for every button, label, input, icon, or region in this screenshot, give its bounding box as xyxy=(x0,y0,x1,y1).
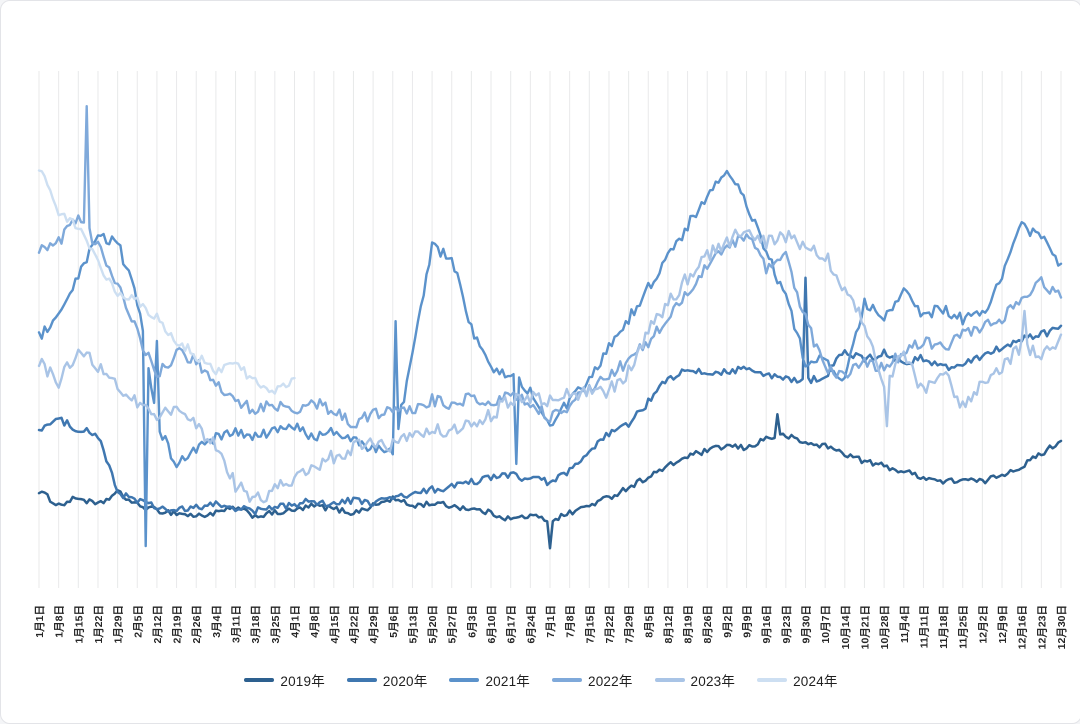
x-axis-label: 1月8日 xyxy=(54,605,66,638)
x-axis-label: 2月26日 xyxy=(191,605,203,644)
legend-label: 2023年 xyxy=(690,674,736,689)
x-axis-label: 7月15日 xyxy=(584,605,596,644)
x-axis-label: 4月1日 xyxy=(290,605,302,638)
x-axis-label: 1月1日 xyxy=(34,605,46,638)
x-axis-label: 4月8日 xyxy=(309,605,321,638)
legend-line-swatch xyxy=(346,678,377,682)
x-axis-label: 8月5日 xyxy=(643,605,655,638)
x-axis-label: 2月12日 xyxy=(152,605,164,644)
x-axis-label: 7月8日 xyxy=(565,605,577,638)
x-axis-label: 2月19日 xyxy=(172,605,184,644)
x-axis-label: 5月13日 xyxy=(407,605,419,644)
x-axis-label: 6月10日 xyxy=(486,605,498,644)
x-axis-label: 11月11日 xyxy=(918,605,930,648)
x-axis-label: 9月30日 xyxy=(801,605,813,644)
legend-line-swatch xyxy=(757,678,788,682)
legend-label: 2022年 xyxy=(588,674,633,689)
series-line-2020年 xyxy=(37,276,1063,516)
series-line-2024年 xyxy=(37,169,296,395)
legend-line-swatch xyxy=(449,678,480,682)
series-line-2019年 xyxy=(37,413,1063,550)
x-axis-label: 8月26日 xyxy=(702,605,714,644)
x-axis-label: 6月24日 xyxy=(525,605,537,644)
x-axis-label: 8月12日 xyxy=(663,605,675,644)
series-line-2022年 xyxy=(37,105,1063,429)
x-axis-label: 12月2日 xyxy=(977,605,989,644)
legend-line-swatch xyxy=(244,678,275,682)
x-axis-label: 3月4日 xyxy=(211,605,223,638)
x-axis-label: 3月18日 xyxy=(250,605,262,644)
series-line-2023年 xyxy=(37,228,1063,504)
legend-label: 2020年 xyxy=(382,674,428,689)
x-axis-label: 7月1日 xyxy=(545,605,557,638)
x-axis-label: 5月6日 xyxy=(388,605,400,638)
legend-item-2022年[interactable]: 2022年 xyxy=(552,670,633,690)
x-axis-label: 9月16日 xyxy=(761,605,773,644)
x-axis-label: 9月9日 xyxy=(742,605,754,638)
x-axis-label: 12月16日 xyxy=(1017,605,1029,649)
x-axis-label: 2月5日 xyxy=(132,605,144,638)
legend-item-2019年[interactable]: 2019年 xyxy=(244,670,325,690)
x-axis-label: 3月11日 xyxy=(231,605,243,643)
x-axis-label: 4月15日 xyxy=(329,605,341,644)
legend-item-2024年[interactable]: 2024年 xyxy=(757,670,838,690)
legend-item-2021年[interactable]: 2021年 xyxy=(449,670,530,690)
x-axis-label: 10月28日 xyxy=(879,605,891,649)
x-axis-label: 8月19日 xyxy=(683,605,695,644)
chart-legend: 2019年 2020年 2021年 2022年 2023年 2024年 xyxy=(1,667,1080,693)
x-axis-label: 12月23日 xyxy=(1036,605,1048,649)
x-axis-label: 12月30日 xyxy=(1056,605,1068,649)
x-axis-label: 1月15日 xyxy=(73,605,85,644)
legend-line-swatch xyxy=(654,678,685,682)
x-axis-label: 10月21日 xyxy=(859,605,871,649)
x-axis-label: 7月29日 xyxy=(624,605,636,644)
legend-label: 2021年 xyxy=(485,674,530,689)
x-axis-label: 5月20日 xyxy=(427,605,439,644)
x-axis-label: 12月9日 xyxy=(997,605,1009,644)
x-axis-label: 7月22日 xyxy=(604,605,616,644)
x-axis-label: 1月22日 xyxy=(93,605,105,644)
legend-label: 2019年 xyxy=(280,674,325,689)
x-axis-label: 1月29日 xyxy=(113,605,125,644)
x-axis-label: 4月29日 xyxy=(368,605,380,644)
x-axis-label: 11月18日 xyxy=(938,605,950,649)
x-axis-label: 10月14日 xyxy=(840,605,852,649)
x-axis-label: 3月25日 xyxy=(270,605,282,644)
legend-label: 2024年 xyxy=(793,674,838,689)
x-axis-label: 9月2日 xyxy=(722,605,734,638)
x-axis-label: 11月25日 xyxy=(958,605,970,649)
x-axis-label: 5月27日 xyxy=(447,605,459,644)
x-axis-label: 11月4日 xyxy=(899,605,911,643)
x-axis-label: 10月7日 xyxy=(820,605,832,644)
legend-item-2023年[interactable]: 2023年 xyxy=(654,670,736,690)
legend-item-2020年[interactable]: 2020年 xyxy=(346,670,428,690)
x-axis-label: 6月3日 xyxy=(466,605,478,638)
legend-line-swatch xyxy=(552,678,582,682)
x-axis-label: 4月22日 xyxy=(348,605,360,644)
x-axis-label: 9月23日 xyxy=(781,605,793,644)
x-axis-label: 6月17日 xyxy=(506,605,518,644)
